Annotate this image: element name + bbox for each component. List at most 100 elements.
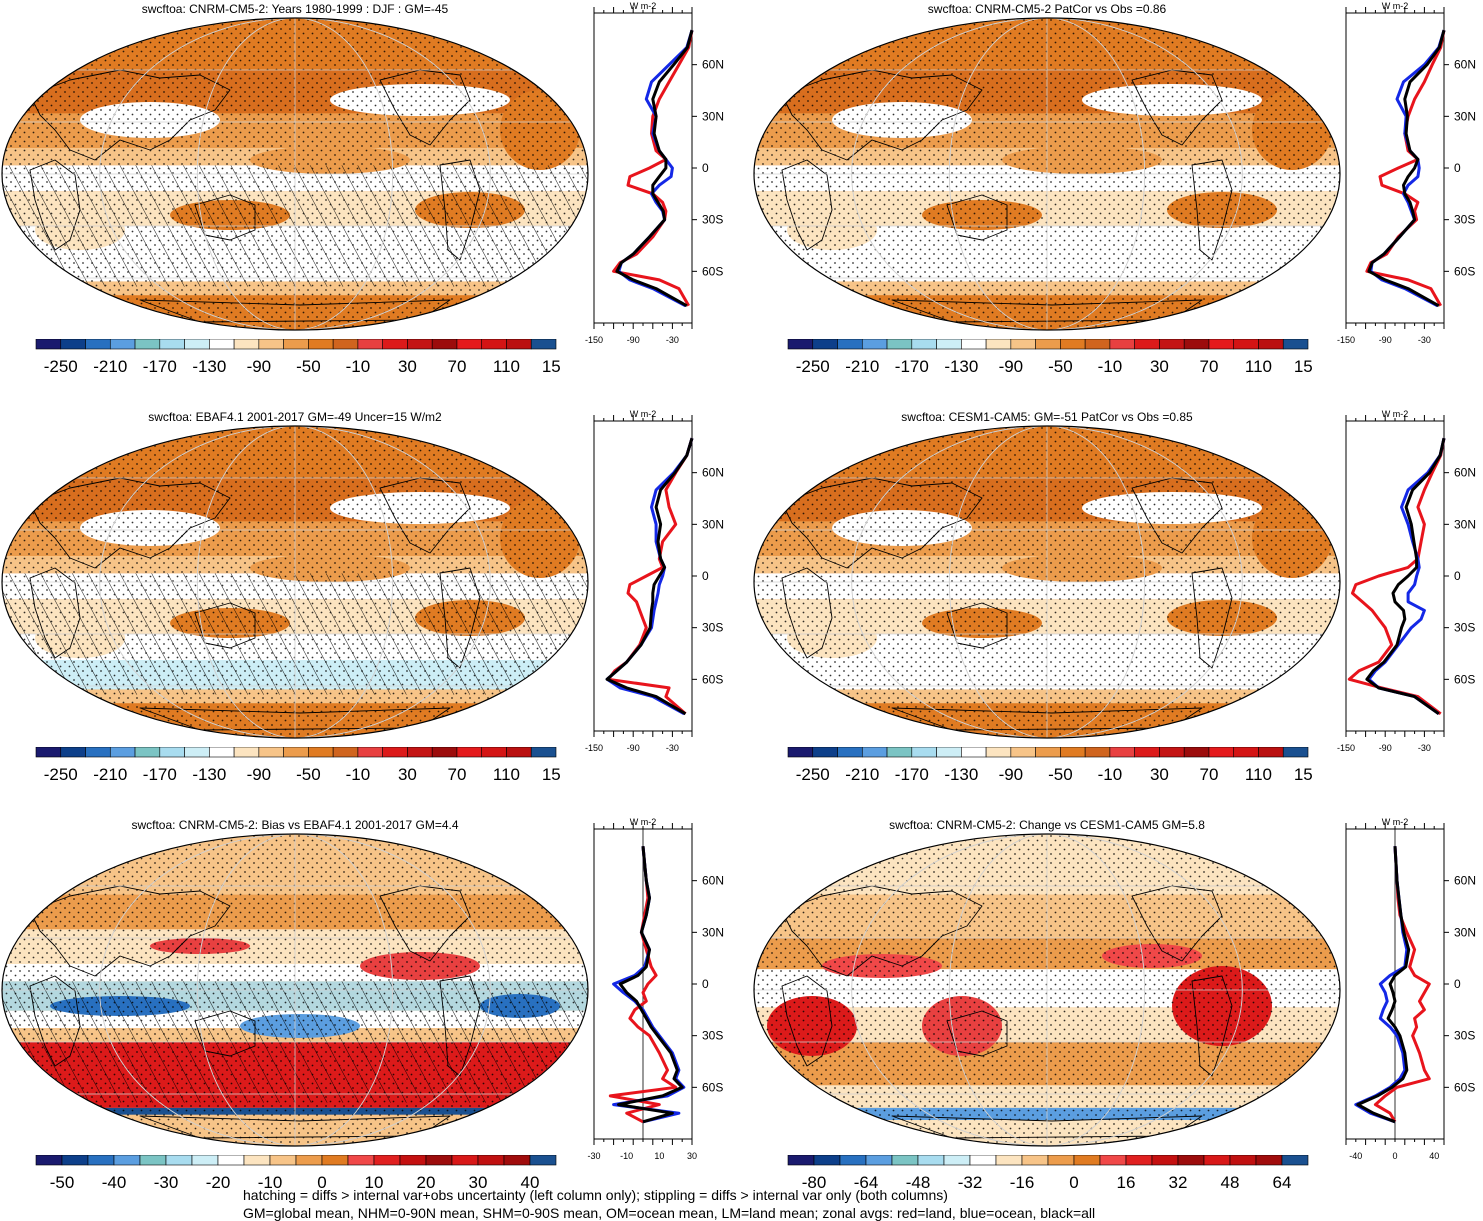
zonal-mean-plot: W m-2 60N 30N 0 30S 60S -150 -90 -30 — [585, 409, 724, 753]
zonal-all-line — [615, 29, 694, 308]
colorbar-label: -80 — [802, 1173, 827, 1192]
colorbar-swatch — [1073, 1155, 1101, 1166]
world-map — [1, 425, 589, 739]
colorbar-swatch — [506, 747, 532, 758]
colorbar-swatch — [530, 747, 557, 758]
zonal-x-tick: -40 — [1349, 1151, 1362, 1161]
colorbar-swatch — [985, 339, 1012, 350]
colorbar-label: 70 — [1199, 357, 1218, 376]
colorbar-swatch — [165, 1155, 193, 1166]
colorbar-swatch — [209, 747, 235, 758]
colorbar-label: -50 — [50, 1173, 75, 1192]
colorbar-swatch — [87, 1155, 115, 1166]
colorbar-label: -130 — [192, 357, 226, 376]
colorbar-swatch — [1060, 747, 1086, 758]
zonal-x-tick: 40 — [1429, 1151, 1439, 1161]
colorbar-swatch — [191, 1155, 219, 1166]
panel-title: swcftoa: CESM1-CAM5: GM=-51 PatCor vs Ob… — [901, 410, 1193, 424]
zonal-land-line — [1347, 437, 1446, 715]
colorbar-swatch — [1151, 1155, 1179, 1166]
colorbar-swatch — [1229, 1155, 1257, 1166]
colorbar-swatch — [1208, 747, 1235, 758]
colorbar-label: 70 — [447, 765, 466, 784]
colorbar-label: -10 — [1098, 357, 1123, 376]
zonal-x-tick: -150 — [1337, 335, 1355, 345]
colorbar-swatch — [481, 339, 507, 350]
zonal-lat-tick: 30N — [702, 925, 724, 939]
colorbar-swatch — [787, 747, 814, 758]
colorbar-label: -210 — [93, 357, 127, 376]
colorbar-swatch — [1233, 339, 1259, 350]
zonal-x-tick: -30 — [666, 335, 679, 345]
colorbar-swatch — [837, 747, 863, 758]
colorbar-swatch — [995, 1155, 1023, 1166]
colorbar-swatch — [60, 339, 86, 350]
colorbar-swatch — [529, 1155, 557, 1166]
colorbar-swatch — [886, 339, 913, 350]
colorbar-label: -50 — [1048, 765, 1073, 784]
colorbar-swatch — [134, 747, 161, 758]
panel-title: swcftoa: CNRM-CM5-2: Change vs CESM1-CAM… — [889, 818, 1205, 832]
colorbar-label: -16 — [1010, 1173, 1035, 1192]
colorbar-swatch — [1010, 339, 1036, 350]
colorbar-swatch — [1084, 747, 1111, 758]
colorbar-label: -90 — [999, 765, 1024, 784]
panel-change: swcftoa: CNRM-CM5-2: Change vs CESM1-CAM… — [752, 816, 1483, 1216]
colorbar-swatch — [1159, 747, 1185, 758]
colorbar-swatch — [139, 1155, 167, 1166]
colorbar-label: -170 — [143, 765, 177, 784]
colorbar-swatch — [159, 339, 185, 350]
colorbar-label: 48 — [1221, 1173, 1240, 1192]
zonal-x-tick: -90 — [1379, 743, 1392, 753]
zonal-lat-tick: 0 — [702, 977, 709, 991]
zonal-x-tick: 0 — [1392, 1151, 1397, 1161]
colorbar-swatch — [184, 747, 210, 758]
colorbar-label: -170 — [895, 765, 929, 784]
colorbar-swatch — [936, 339, 962, 350]
zonal-land-line — [606, 437, 694, 715]
colorbar-swatch — [911, 747, 937, 758]
zonal-mean-plot: W m-2 60N 30N 0 30S 60S -40 0 40 — [1345, 817, 1476, 1161]
colorbar: -250 -210 -170 -130 -90 -50 -10 30 70 110 150 — [787, 339, 1312, 376]
zonal-x-tick: -10 — [620, 1151, 633, 1161]
colorbar-label: -10 — [258, 1173, 283, 1192]
colorbar-swatch — [85, 747, 111, 758]
colorbar-swatch — [308, 747, 334, 758]
colorbar-swatch — [861, 747, 888, 758]
colorbar-swatch — [1109, 747, 1135, 758]
colorbar-swatch — [431, 747, 458, 758]
panel-patcor-cnrm: swcftoa: CNRM-CM5-2 PatCor vs Obs =0.86 … — [752, 0, 1483, 400]
colorbar-swatch — [184, 339, 210, 350]
colorbar-swatch — [347, 1155, 375, 1166]
zonal-lat-tick: 30S — [1454, 621, 1475, 635]
colorbar-swatch — [1255, 1155, 1283, 1166]
colorbar-label: 0 — [317, 1173, 326, 1192]
colorbar-swatch — [961, 747, 987, 758]
colorbar-swatch — [269, 1155, 297, 1166]
colorbar-swatch — [839, 1155, 867, 1166]
zonal-all-line — [617, 846, 684, 1124]
colorbar-label: -130 — [192, 765, 226, 784]
colorbar-label: -10 — [346, 765, 371, 784]
colorbar-label: -90 — [247, 765, 272, 784]
zonal-lat-tick: 30N — [702, 517, 724, 531]
zonal-lat-tick: 0 — [1454, 569, 1461, 583]
zonal-lat-tick: 60S — [1454, 672, 1475, 686]
colorbar-label: 110 — [493, 357, 520, 376]
colorbar-swatch — [1177, 1155, 1205, 1166]
world-map — [1, 17, 589, 331]
zonal-x-tick: -30 — [587, 1151, 600, 1161]
zonal-land-line — [1365, 29, 1446, 307]
colorbar-label: 110 — [493, 765, 520, 784]
colorbar-label: -130 — [944, 357, 978, 376]
colorbar-swatch — [961, 339, 987, 350]
zonal-x-tick: 10 — [654, 1151, 664, 1161]
zonal-x-tick: -150 — [585, 743, 603, 753]
colorbar-swatch — [891, 1155, 919, 1166]
zonal-lat-tick: 60S — [702, 672, 723, 686]
colorbar-label: -90 — [999, 357, 1024, 376]
colorbar-label: -50 — [296, 357, 321, 376]
zonal-all-line — [1365, 437, 1446, 716]
colorbar-swatch — [407, 339, 433, 350]
colorbar-swatch — [1010, 747, 1036, 758]
